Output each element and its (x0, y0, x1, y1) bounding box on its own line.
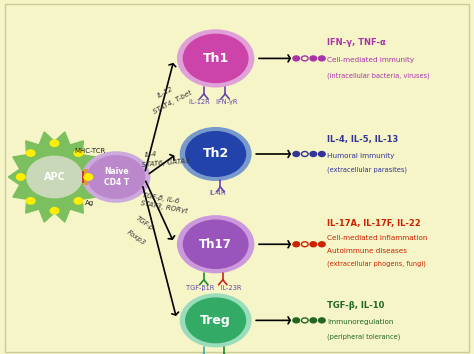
Circle shape (84, 174, 92, 180)
Circle shape (82, 152, 150, 202)
Text: (extracellular parasites): (extracellular parasites) (327, 167, 407, 173)
Circle shape (181, 128, 251, 180)
Text: Treg: Treg (201, 314, 231, 327)
Circle shape (27, 156, 82, 198)
Circle shape (293, 318, 300, 323)
Text: STAT6, GATA3: STAT6, GATA3 (141, 158, 190, 168)
Text: IFN-γ, TNF-α: IFN-γ, TNF-α (327, 38, 386, 47)
Text: IL-4, IL-5, IL-13: IL-4, IL-5, IL-13 (327, 135, 398, 144)
FancyBboxPatch shape (5, 4, 469, 352)
Circle shape (74, 198, 82, 204)
Text: STAT4, T-bet: STAT4, T-bet (152, 90, 192, 115)
Circle shape (178, 216, 254, 273)
FancyBboxPatch shape (82, 171, 84, 183)
Circle shape (293, 152, 300, 156)
Circle shape (319, 242, 325, 247)
Text: APC: APC (44, 172, 65, 182)
Circle shape (319, 318, 325, 323)
Circle shape (293, 56, 300, 61)
Text: Naive
CD4 T: Naive CD4 T (103, 167, 129, 187)
Circle shape (17, 174, 25, 180)
Circle shape (319, 56, 325, 61)
Circle shape (50, 207, 59, 214)
Circle shape (310, 152, 317, 156)
Text: (extracellular phogens, fungi): (extracellular phogens, fungi) (327, 261, 426, 267)
Circle shape (310, 242, 317, 247)
Text: Th2: Th2 (202, 148, 229, 160)
Text: Th17: Th17 (199, 238, 232, 251)
FancyBboxPatch shape (84, 169, 88, 185)
Circle shape (74, 150, 82, 156)
Text: Foxp3: Foxp3 (126, 229, 146, 246)
Text: IL-12R   IFN-γR: IL-12R IFN-γR (189, 99, 237, 105)
Text: MHC-TCR: MHC-TCR (74, 148, 105, 154)
Polygon shape (8, 132, 100, 222)
Circle shape (181, 294, 251, 347)
Circle shape (186, 132, 246, 176)
Text: IL-4: IL-4 (145, 150, 157, 158)
Text: (intracellular bacteria, viruses): (intracellular bacteria, viruses) (327, 72, 430, 79)
Text: Cell-mediated inflammation: Cell-mediated inflammation (327, 235, 428, 241)
Text: (peripheral tolerance): (peripheral tolerance) (327, 333, 401, 339)
Text: Autoimmune diseases: Autoimmune diseases (327, 248, 407, 253)
Text: IL-12: IL-12 (156, 85, 174, 99)
Circle shape (186, 298, 246, 343)
Circle shape (88, 156, 145, 198)
Text: TGF-β, IL-10: TGF-β, IL-10 (327, 301, 384, 310)
Circle shape (293, 242, 300, 247)
Circle shape (27, 198, 35, 204)
Text: Immunoregulation: Immunoregulation (327, 319, 393, 325)
Text: STAT3, RORγt: STAT3, RORγt (140, 200, 188, 214)
Text: Th1: Th1 (202, 52, 229, 65)
Circle shape (310, 318, 317, 323)
Text: TGF-β: TGF-β (135, 215, 155, 231)
Text: IL-4R: IL-4R (210, 190, 227, 196)
Text: Ag: Ag (85, 200, 94, 206)
Text: TGF-β1R   IL-23R: TGF-β1R IL-23R (185, 285, 241, 291)
Circle shape (178, 30, 254, 87)
Circle shape (183, 34, 248, 82)
Circle shape (50, 140, 59, 147)
Text: TGF-β, IL-6: TGF-β, IL-6 (142, 192, 180, 204)
Text: IL-17A, IL-17F, IL-22: IL-17A, IL-17F, IL-22 (327, 218, 421, 228)
Circle shape (27, 150, 35, 156)
Circle shape (319, 152, 325, 156)
Text: Humoral immunity: Humoral immunity (327, 153, 394, 159)
Text: Cell-mediated immunity: Cell-mediated immunity (327, 57, 414, 63)
Circle shape (310, 56, 317, 61)
Circle shape (183, 220, 248, 268)
